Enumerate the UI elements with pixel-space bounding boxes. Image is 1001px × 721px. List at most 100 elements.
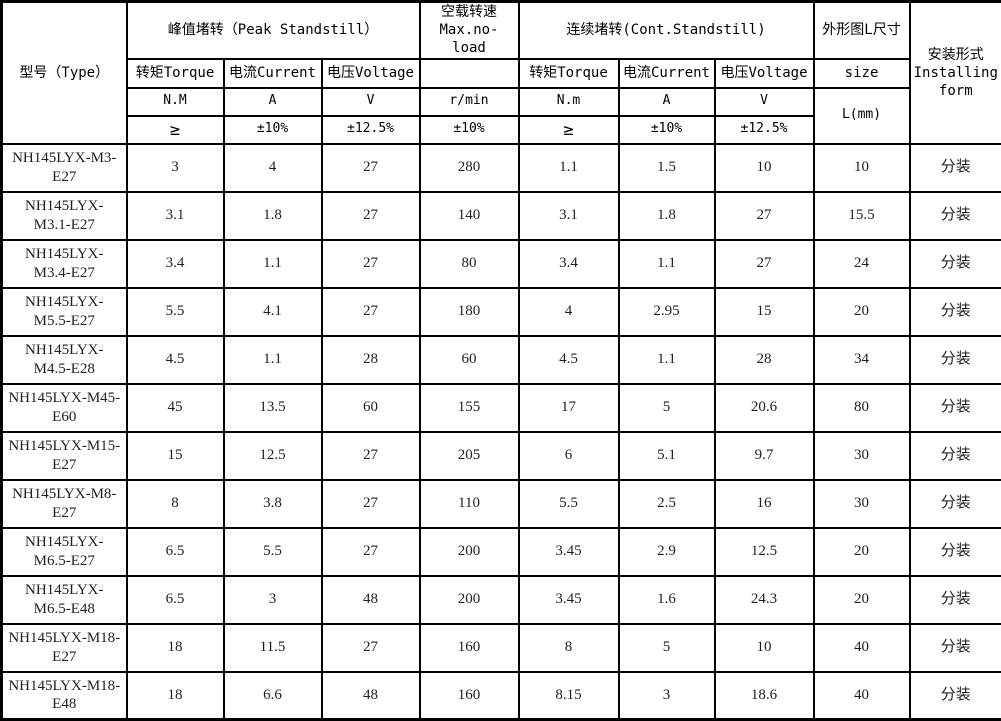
- peak-current-cell: 13.5: [224, 384, 322, 432]
- subheader-cont-torque: 转矩Torque: [519, 59, 619, 88]
- cont-voltage-cell: 28: [715, 336, 814, 384]
- peak-torque-cell: 8: [127, 480, 224, 528]
- no-load-speed-cell: 155: [420, 384, 519, 432]
- subheader-size: size: [814, 59, 910, 88]
- group-header-cont-standstill: 连续堵转(Cont.Standstill): [519, 2, 814, 59]
- cont-current-cell: 5: [619, 624, 715, 672]
- peak-current-cell: 1.1: [224, 336, 322, 384]
- unit-no-load: r/min: [420, 88, 519, 116]
- size-cell: 24: [814, 240, 910, 288]
- peak-current-cell: 1.8: [224, 192, 322, 240]
- peak-voltage-cell: 27: [322, 192, 420, 240]
- peak-current-cell: 3.8: [224, 480, 322, 528]
- cont-voltage-cell: 16: [715, 480, 814, 528]
- size-cell: 34: [814, 336, 910, 384]
- cont-current-cell: 1.6: [619, 576, 715, 624]
- subheader-cont-voltage: 电压Voltage: [715, 59, 814, 88]
- cont-torque-cell: 5.5: [519, 480, 619, 528]
- no-load-speed-cell: 160: [420, 672, 519, 720]
- type-cell: NH145LYX-M3.4-E27: [2, 240, 127, 288]
- tolerance-cont-torque: ≥: [519, 116, 619, 144]
- cont-torque-cell: 4.5: [519, 336, 619, 384]
- tolerance-peak-current: ±10%: [224, 116, 322, 144]
- cont-torque-cell: 3.1: [519, 192, 619, 240]
- unit-peak-voltage: V: [322, 88, 420, 116]
- cont-current-cell: 5: [619, 384, 715, 432]
- install-form-cell: 分装: [910, 192, 1001, 240]
- cont-current-cell: 3: [619, 672, 715, 720]
- no-load-speed-cell: 200: [420, 528, 519, 576]
- group-header-size: 外形图L尺寸: [814, 2, 910, 59]
- cont-current-cell: 2.95: [619, 288, 715, 336]
- col-header-installing-form: 安装形式 Installing form: [910, 2, 1001, 144]
- tolerance-peak-voltage: ±12.5%: [322, 116, 420, 144]
- cont-torque-cell: 8: [519, 624, 619, 672]
- install-form-cell: 分装: [910, 144, 1001, 192]
- subheader-peak-torque: 转矩Torque: [127, 59, 224, 88]
- peak-voltage-cell: 27: [322, 144, 420, 192]
- peak-current-cell: 12.5: [224, 432, 322, 480]
- table-row: NH145LYX-M18-E27 18 11.5 27 160 8 5 10 4…: [2, 624, 1001, 672]
- group-header-no-load: 空载转速 Max.no-load: [420, 2, 519, 59]
- no-load-speed-cell: 80: [420, 240, 519, 288]
- cont-voltage-cell: 9.7: [715, 432, 814, 480]
- size-cell: 20: [814, 528, 910, 576]
- cont-current-cell: 2.5: [619, 480, 715, 528]
- tolerance-peak-torque: ≥: [127, 116, 224, 144]
- size-cell: 80: [814, 384, 910, 432]
- size-cell: 15.5: [814, 192, 910, 240]
- type-cell: NH145LYX-M3.1-E27: [2, 192, 127, 240]
- tolerance-cont-current: ±10%: [619, 116, 715, 144]
- tolerance-cont-voltage: ±12.5%: [715, 116, 814, 144]
- peak-current-cell: 4.1: [224, 288, 322, 336]
- cont-voltage-cell: 24.3: [715, 576, 814, 624]
- peak-torque-cell: 45: [127, 384, 224, 432]
- table-row: NH145LYX-M6.5-E27 6.5 5.5 27 200 3.45 2.…: [2, 528, 1001, 576]
- group-header-peak-standstill: 峰值堵转（Peak Standstill）: [127, 2, 420, 59]
- peak-voltage-cell: 27: [322, 240, 420, 288]
- table-row: NH145LYX-M5.5-E27 5.5 4.1 27 180 4 2.95 …: [2, 288, 1001, 336]
- type-cell: NH145LYX-M8-E27: [2, 480, 127, 528]
- unit-peak-torque: N.M: [127, 88, 224, 116]
- peak-current-cell: 4: [224, 144, 322, 192]
- cont-torque-cell: 4: [519, 288, 619, 336]
- subheader-peak-current: 电流Current: [224, 59, 322, 88]
- table-row: NH145LYX-M18-E48 18 6.6 48 160 8.15 3 18…: [2, 672, 1001, 720]
- peak-voltage-cell: 60: [322, 384, 420, 432]
- unit-size-length: L(mm): [814, 88, 910, 144]
- cont-torque-cell: 17: [519, 384, 619, 432]
- no-load-speed-cell: 60: [420, 336, 519, 384]
- unit-cont-torque: N.m: [519, 88, 619, 116]
- install-form-cell: 分装: [910, 240, 1001, 288]
- peak-voltage-cell: 27: [322, 288, 420, 336]
- cont-current-cell: 1.1: [619, 336, 715, 384]
- peak-torque-cell: 3: [127, 144, 224, 192]
- peak-torque-cell: 15: [127, 432, 224, 480]
- subheader-no-load-spacer: [420, 59, 519, 88]
- subheader-cont-current: 电流Current: [619, 59, 715, 88]
- size-cell: 30: [814, 432, 910, 480]
- type-cell: NH145LYX-M6.5-E48: [2, 576, 127, 624]
- install-form-cell: 分装: [910, 528, 1001, 576]
- peak-torque-cell: 5.5: [127, 288, 224, 336]
- cont-current-cell: 2.9: [619, 528, 715, 576]
- type-cell: NH145LYX-M6.5-E27: [2, 528, 127, 576]
- install-form-cell: 分装: [910, 336, 1001, 384]
- peak-torque-cell: 3.4: [127, 240, 224, 288]
- no-load-label-cn: 空载转速: [424, 3, 515, 21]
- install-form-cell: 分装: [910, 576, 1001, 624]
- cont-current-cell: 1.8: [619, 192, 715, 240]
- size-cell: 20: [814, 576, 910, 624]
- peak-current-cell: 3: [224, 576, 322, 624]
- peak-voltage-cell: 48: [322, 672, 420, 720]
- install-label-en2: form: [914, 82, 999, 100]
- peak-torque-cell: 4.5: [127, 336, 224, 384]
- peak-voltage-cell: 48: [322, 576, 420, 624]
- cont-current-cell: 5.1: [619, 432, 715, 480]
- no-load-speed-cell: 180: [420, 288, 519, 336]
- install-label-cn: 安装形式: [914, 46, 999, 64]
- size-cell: 30: [814, 480, 910, 528]
- cont-voltage-cell: 27: [715, 192, 814, 240]
